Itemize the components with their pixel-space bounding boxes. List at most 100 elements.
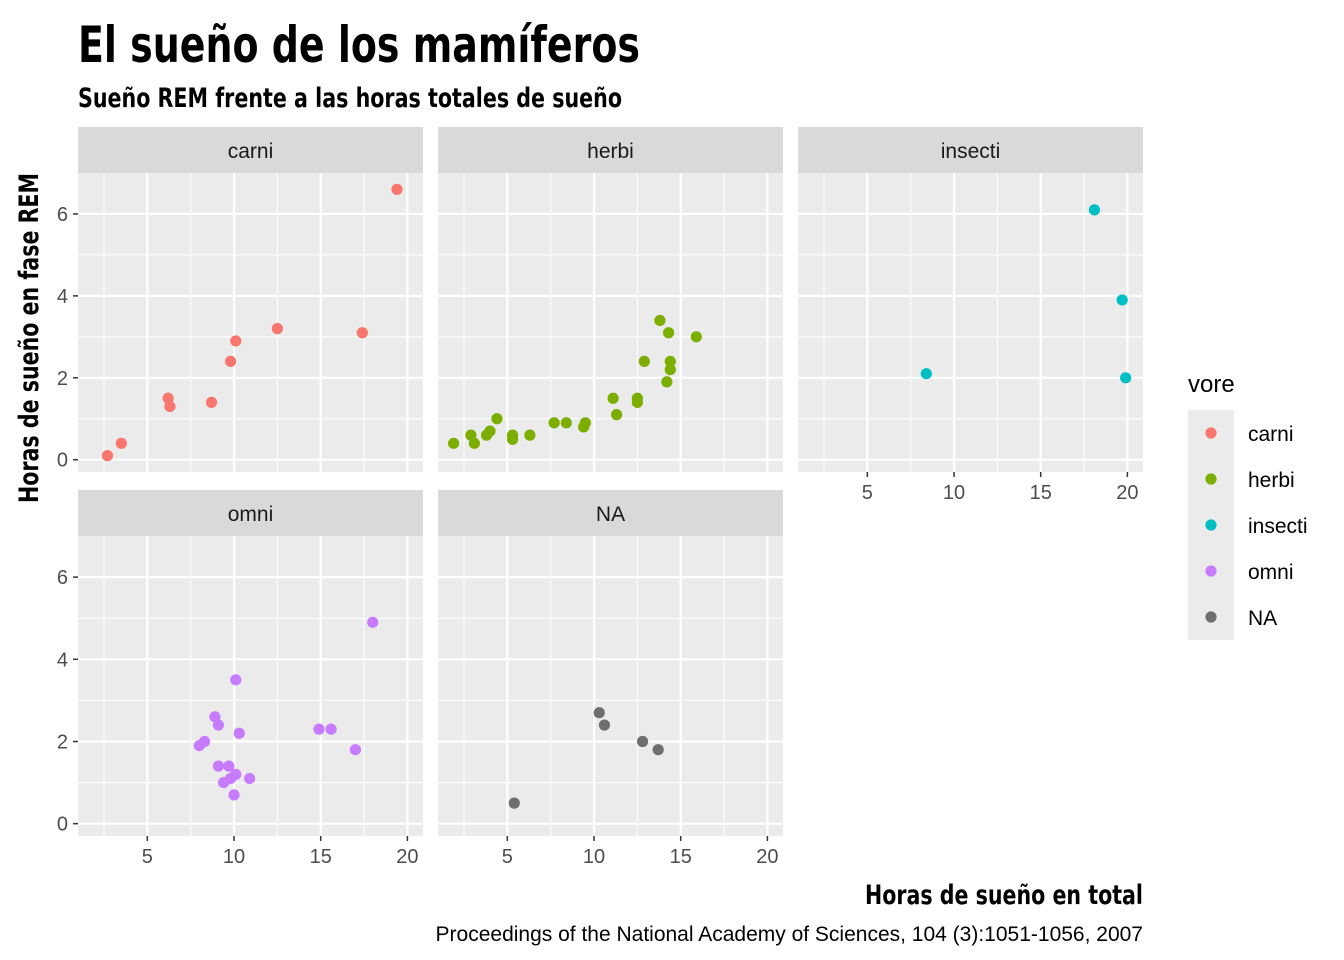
panel-omni: omni 0 2 4 6 5 10 15 20 <box>57 490 423 868</box>
panel-insecti: insecti 5 10 15 20 <box>798 127 1143 504</box>
point-herbi <box>506 433 519 445</box>
point-omni <box>212 760 225 772</box>
x-axis-label: Horas de sueño en total <box>865 880 1143 911</box>
point-herbi <box>690 331 702 343</box>
point-omni <box>367 616 379 628</box>
point-herbi <box>491 413 503 425</box>
point-na <box>598 719 611 731</box>
point-herbi <box>664 364 676 376</box>
x-tick-label: 15 <box>670 846 692 868</box>
x-tick-label: 10 <box>223 846 245 868</box>
point-omni <box>223 760 235 772</box>
y-axis-label: Horas de sueño en fase REM <box>14 173 45 503</box>
x-tick-label: 5 <box>502 846 513 868</box>
legend-label-carni: carni <box>1248 423 1294 446</box>
chart-subtitle: Sueño REM frente a las horas totales de … <box>78 83 622 114</box>
point-omni <box>233 727 245 739</box>
x-tick-label: 20 <box>756 846 778 868</box>
point-omni <box>212 719 225 731</box>
point-insecti <box>1116 294 1128 306</box>
strip-label-carni: carni <box>228 140 274 163</box>
panel-na: NA 5 10 15 20 <box>438 490 783 868</box>
point-insecti <box>920 368 932 380</box>
point-na <box>652 744 664 756</box>
legend-key-carni <box>1205 427 1217 439</box>
y-tick-label: 2 <box>57 368 68 390</box>
x-tick-label: 20 <box>1116 482 1138 504</box>
y-tick-label: 6 <box>57 567 68 589</box>
legend-label-insecti: insecti <box>1248 515 1308 538</box>
point-herbi <box>560 417 572 429</box>
point-herbi <box>654 314 666 327</box>
y-tick-label: 2 <box>57 731 68 753</box>
point-herbi <box>664 355 676 368</box>
y-tick-label: 4 <box>57 286 68 308</box>
point-omni <box>313 723 325 735</box>
strip-omni <box>78 490 423 536</box>
legend-title: vore <box>1188 371 1235 398</box>
strip-label-herbi: herbi <box>587 140 634 163</box>
point-na <box>508 797 520 809</box>
point-omni <box>198 735 211 748</box>
x-tick-label: 10 <box>943 482 965 504</box>
point-na <box>593 707 605 719</box>
panel-background <box>438 536 783 836</box>
point-omni <box>230 768 242 780</box>
point-carni <box>101 450 114 462</box>
strip-label-insecti: insecti <box>941 140 1001 163</box>
x-tick-label: 15 <box>310 846 332 868</box>
x-tick-label: 15 <box>1030 482 1052 504</box>
panel-carni: carni 0 2 4 6 <box>57 127 423 472</box>
x-tick-label: 5 <box>142 846 153 868</box>
point-herbi <box>524 429 536 441</box>
strip-na <box>438 490 783 536</box>
y-tick-label: 6 <box>57 204 68 226</box>
point-insecti <box>1120 372 1132 384</box>
strip-carni <box>78 127 423 173</box>
point-omni <box>244 772 256 785</box>
x-tick-label: 20 <box>396 846 418 868</box>
legend-key-herbi <box>1205 473 1217 485</box>
legend-key-insecti <box>1205 519 1217 531</box>
point-carni <box>356 327 368 339</box>
point-omni <box>228 789 240 801</box>
y-tick-label: 0 <box>57 814 68 836</box>
point-herbi <box>548 417 560 429</box>
point-herbi <box>662 327 675 339</box>
point-herbi <box>468 437 481 449</box>
point-herbi <box>631 396 643 408</box>
x-tick-label: 5 <box>862 482 873 504</box>
strip-label-omni: omni <box>228 503 274 526</box>
point-herbi <box>610 409 623 421</box>
strip-herbi <box>438 127 783 173</box>
facet-panels: carni 0 2 4 6 herbi insecti 5 10 15 20 omni 0 2 4 6 5 10 1… <box>57 127 1143 868</box>
point-herbi <box>607 392 619 404</box>
panel-background <box>78 536 423 836</box>
panel-background <box>798 173 1143 472</box>
point-herbi <box>661 376 673 388</box>
point-herbi <box>484 425 496 437</box>
point-carni <box>230 335 242 347</box>
point-herbi <box>448 437 460 449</box>
panel-background <box>78 173 423 472</box>
strip-insecti <box>798 127 1143 173</box>
point-insecti <box>1088 204 1101 216</box>
point-omni <box>230 674 242 686</box>
legend: vore carni herbi insecti omni NA <box>1188 371 1308 640</box>
point-na <box>636 735 649 748</box>
panel-herbi: herbi <box>438 127 783 472</box>
point-omni <box>325 723 337 735</box>
point-carni <box>391 183 403 195</box>
legend-key-omni <box>1205 565 1217 577</box>
point-herbi <box>638 355 650 368</box>
point-carni <box>115 437 127 449</box>
legend-label-herbi: herbi <box>1248 469 1295 492</box>
strip-label-na: NA <box>596 503 625 526</box>
point-carni <box>224 355 237 368</box>
legend-key-na <box>1205 611 1217 623</box>
point-carni <box>205 396 218 408</box>
chart-caption: Proceedings of the National Academy of S… <box>436 923 1143 946</box>
point-carni <box>164 400 176 413</box>
point-omni <box>349 744 361 756</box>
